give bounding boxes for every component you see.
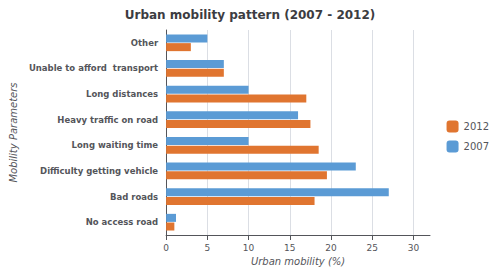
svg-text:10: 10 [243, 243, 255, 253]
svg-text:15: 15 [284, 243, 295, 253]
svg-text:5: 5 [204, 243, 210, 253]
svg-text:Other: Other [131, 38, 159, 48]
svg-text:0: 0 [163, 243, 169, 253]
svg-text:Difficulty getting vehicle: Difficulty getting vehicle [40, 166, 158, 176]
svg-text:No access road: No access road [86, 217, 158, 227]
svg-text:2007: 2007 [464, 141, 489, 152]
svg-text:Bad roads: Bad roads [110, 192, 158, 202]
svg-text:30: 30 [408, 243, 420, 253]
svg-text:Unable to afford transport: Unable to afford transport [29, 63, 158, 73]
svg-text:25: 25 [367, 243, 378, 253]
svg-text:Urban mobility (%): Urban mobility (%) [251, 256, 345, 267]
svg-text:Mobility Parameters: Mobility Parameters [8, 82, 19, 182]
svg-text:Urban mobility pattern (2007 -: Urban mobility pattern (2007 - 2012) [125, 8, 376, 22]
svg-text:Heavy traffic on road: Heavy traffic on road [57, 115, 158, 125]
svg-text:Long distances: Long distances [86, 89, 158, 99]
svg-text:20: 20 [325, 243, 337, 253]
svg-text:Long waiting time: Long waiting time [72, 140, 159, 150]
svg-text:2012: 2012 [464, 121, 489, 132]
